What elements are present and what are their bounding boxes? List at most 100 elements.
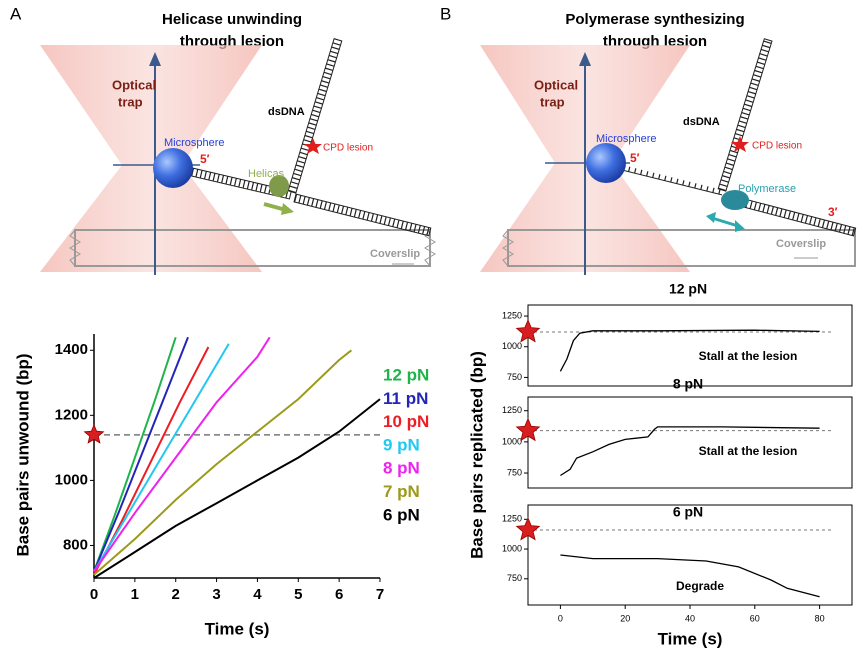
trap-label: trap — [540, 94, 565, 109]
lesion-star — [515, 516, 541, 541]
data-line — [93, 349, 353, 576]
y-tick-label: 750 — [507, 372, 522, 382]
data-line — [93, 336, 271, 573]
y-tick-label: 750 — [507, 467, 522, 477]
subplot-title: 12 pN — [669, 281, 707, 297]
arrow-head — [735, 220, 745, 232]
coverslip-edge — [424, 229, 436, 267]
legend-label: 9 pN — [383, 435, 420, 454]
annotation: Stall at the lesion — [699, 349, 798, 363]
y-tick-label: 1000 — [502, 341, 522, 351]
lesion-star — [83, 423, 105, 444]
plot-frame — [527, 396, 853, 489]
y-tick-label: 1250 — [502, 405, 522, 415]
data-line — [560, 554, 820, 598]
diagram-a: A Helicase unwinding through lesion Opti… — [10, 4, 436, 275]
x-tick-label: 0 — [90, 586, 98, 603]
lesion-label: CPD lesion — [323, 143, 373, 154]
legend-label: 7 pN — [383, 482, 420, 501]
x-tick-label: 5 — [294, 586, 302, 603]
x-tick-label: 60 — [750, 613, 760, 623]
microsphere — [586, 143, 626, 183]
legend-label: 10 pN — [383, 412, 429, 431]
bead-label: Microsphere — [596, 133, 657, 145]
helicase — [269, 175, 289, 197]
x-tick-label: 4 — [253, 586, 262, 603]
subplot-title: 8 pN — [673, 376, 703, 392]
subplot-title: 6 pN — [673, 504, 703, 520]
bead-label: Microsphere — [164, 137, 225, 149]
y-tick-label: 1000 — [502, 543, 522, 553]
legend-label: 12 pN — [383, 365, 429, 384]
dna — [621, 165, 724, 196]
data-line — [559, 329, 820, 372]
trap-label: Optical — [534, 77, 578, 92]
diagram-b: B Polymerase synthesizing through lesion… — [440, 4, 857, 275]
data-line — [93, 343, 230, 573]
data-line — [560, 426, 820, 477]
lesion-star — [515, 417, 541, 442]
legend-label: 8 pN — [383, 459, 420, 478]
y-tick-label: 800 — [63, 536, 88, 553]
x-tick-label: 2 — [172, 586, 180, 603]
dna — [293, 193, 432, 237]
dna — [717, 38, 773, 192]
dna-label: dsDNA — [683, 116, 720, 128]
motor-label: Helicas — [248, 168, 285, 180]
coverslip-edge — [69, 229, 81, 267]
x-tick-label: 7 — [376, 586, 384, 603]
motion-arrow — [711, 216, 739, 228]
data-line — [93, 398, 381, 579]
x-tick-label: 40 — [685, 613, 695, 623]
y-tick-label: 1250 — [502, 310, 522, 320]
x-tick-label: 80 — [815, 613, 825, 623]
lesion-star — [304, 138, 322, 154]
diagram-title: Helicase unwinding — [162, 11, 302, 28]
trap-label: trap — [118, 94, 143, 109]
coverslip — [74, 229, 431, 267]
trap-label: Optical — [112, 77, 156, 92]
coverslip-edge — [502, 229, 514, 267]
surface-label: Coverslip — [776, 238, 826, 250]
annotation: Degrade — [676, 579, 724, 593]
y-tick-label: 750 — [507, 573, 522, 583]
y-axis-label: Base pairs replicated (bp) — [467, 351, 486, 559]
x-tick-label: 6 — [335, 586, 343, 603]
x-tick-label: 1 — [131, 586, 139, 603]
x-tick-label: 0 — [558, 613, 563, 623]
lesion-star — [515, 318, 541, 343]
arrow-head — [579, 52, 591, 66]
x-tick-label: 20 — [620, 613, 630, 623]
lesion-label: CPD lesion — [752, 141, 802, 152]
polymerase — [721, 190, 749, 210]
data-line — [93, 336, 177, 572]
arrow-head — [149, 52, 161, 66]
y-tick-label: 1250 — [502, 514, 522, 524]
dna-label: dsDNA — [268, 106, 305, 118]
legend-label: 11 pN — [383, 389, 428, 408]
motor-label: Polymerase — [738, 183, 796, 195]
end-label: 5′ — [200, 152, 210, 166]
panel-label: B — [440, 4, 451, 23]
plot-frame — [527, 304, 853, 387]
y-tick-label: 1000 — [55, 471, 88, 488]
panel-label: A — [10, 4, 22, 23]
y-tick-label: 1400 — [55, 341, 88, 358]
x-axis-label: Time (s) — [205, 619, 270, 638]
lesion-star — [731, 136, 749, 152]
arrow-head — [706, 212, 716, 223]
diagram-title: Polymerase synthesizing — [565, 11, 744, 28]
y-axis-label: Base pairs unwound (bp) — [13, 353, 32, 556]
dna — [287, 38, 343, 194]
x-tick-label: 3 — [212, 586, 220, 603]
end-label: 3′ — [828, 205, 838, 219]
y-tick-label: 1200 — [55, 406, 88, 423]
data-line — [93, 336, 189, 572]
y-tick-label: 1000 — [502, 436, 522, 446]
surface-label: Coverslip — [370, 248, 420, 260]
optical-trap — [40, 45, 262, 272]
end-label: 5′ — [630, 151, 640, 165]
annotation: Stall at the lesion — [699, 444, 798, 458]
